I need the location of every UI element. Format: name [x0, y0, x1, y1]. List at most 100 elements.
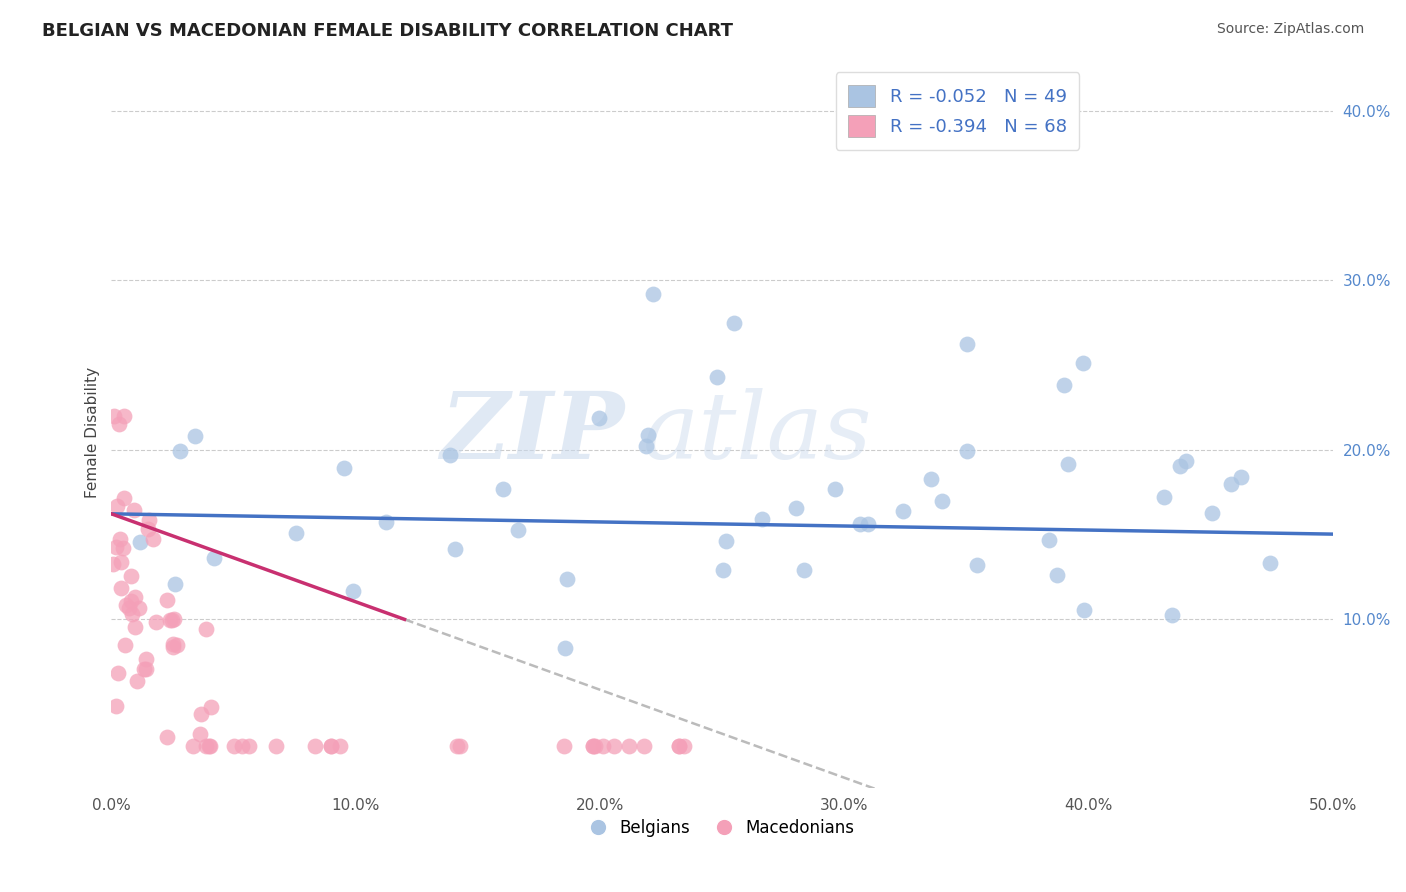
- Point: [110, 555, 132, 569]
- Point: [617, 739, 640, 753]
- Point: [588, 411, 610, 425]
- Point: [264, 739, 287, 753]
- Point: [195, 739, 218, 753]
- Point: [224, 739, 246, 753]
- Point: [374, 515, 396, 529]
- Point: [112, 491, 135, 505]
- Point: [641, 286, 664, 301]
- Point: [446, 739, 468, 753]
- Point: [1201, 506, 1223, 520]
- Point: [1153, 490, 1175, 504]
- Point: [135, 651, 157, 665]
- Point: [931, 494, 953, 508]
- Point: [824, 482, 846, 496]
- Point: [751, 512, 773, 526]
- Point: [342, 583, 364, 598]
- Point: [112, 409, 135, 423]
- Point: [714, 533, 737, 548]
- Point: [554, 640, 576, 655]
- Point: [202, 550, 225, 565]
- Point: [120, 594, 142, 608]
- Point: [492, 482, 515, 496]
- Point: [439, 449, 461, 463]
- Point: [637, 428, 659, 442]
- Point: [920, 472, 942, 486]
- Point: [785, 500, 807, 515]
- Point: [849, 516, 872, 531]
- Point: [304, 739, 326, 753]
- Point: [633, 739, 655, 753]
- Point: [114, 638, 136, 652]
- Point: [508, 524, 530, 538]
- Point: [858, 517, 880, 532]
- Point: [142, 532, 165, 546]
- Point: [112, 541, 135, 555]
- Point: [125, 674, 148, 689]
- Point: [1175, 454, 1198, 468]
- Point: [105, 500, 128, 514]
- Legend: Belgians, Macedonians: Belgians, Macedonians: [583, 812, 860, 844]
- Point: [162, 613, 184, 627]
- Point: [114, 598, 136, 612]
- Point: [706, 369, 728, 384]
- Point: [555, 572, 578, 586]
- Point: [1260, 556, 1282, 570]
- Point: [1046, 567, 1069, 582]
- Point: [124, 591, 146, 605]
- Point: [107, 417, 129, 432]
- Point: [891, 504, 914, 518]
- Point: [582, 739, 605, 753]
- Point: [121, 607, 143, 622]
- Point: [1056, 457, 1078, 471]
- Point: [166, 638, 188, 652]
- Point: [165, 576, 187, 591]
- Point: [110, 581, 132, 595]
- Point: [145, 615, 167, 629]
- Text: Source: ZipAtlas.com: Source: ZipAtlas.com: [1216, 22, 1364, 37]
- Point: [188, 727, 211, 741]
- Point: [156, 593, 179, 607]
- Point: [107, 666, 129, 681]
- Point: [156, 731, 179, 745]
- Point: [163, 612, 186, 626]
- Point: [162, 640, 184, 655]
- Point: [333, 460, 356, 475]
- Point: [103, 557, 125, 571]
- Point: [231, 739, 253, 753]
- Point: [1073, 603, 1095, 617]
- Point: [129, 535, 152, 549]
- Point: [103, 409, 125, 423]
- Point: [592, 739, 614, 753]
- Point: [195, 622, 218, 636]
- Text: atlas: atlas: [643, 388, 872, 477]
- Point: [1038, 533, 1060, 547]
- Point: [443, 542, 465, 557]
- Point: [672, 739, 695, 753]
- Point: [711, 563, 734, 577]
- Point: [198, 739, 221, 753]
- Point: [723, 316, 745, 330]
- Point: [956, 337, 979, 351]
- Point: [169, 444, 191, 458]
- Point: [321, 739, 343, 753]
- Point: [181, 739, 204, 753]
- Point: [668, 739, 690, 753]
- Point: [162, 637, 184, 651]
- Point: [668, 739, 690, 753]
- Point: [321, 739, 343, 753]
- Point: [634, 439, 657, 453]
- Point: [190, 706, 212, 721]
- Point: [105, 541, 128, 555]
- Point: [138, 513, 160, 527]
- Point: [136, 522, 159, 536]
- Point: [1053, 377, 1076, 392]
- Point: [1168, 458, 1191, 473]
- Point: [159, 613, 181, 627]
- Point: [1219, 476, 1241, 491]
- Point: [449, 739, 471, 753]
- Point: [120, 568, 142, 582]
- Point: [122, 503, 145, 517]
- Text: BELGIAN VS MACEDONIAN FEMALE DISABILITY CORRELATION CHART: BELGIAN VS MACEDONIAN FEMALE DISABILITY …: [42, 22, 733, 40]
- Point: [603, 739, 626, 753]
- Point: [1161, 607, 1184, 622]
